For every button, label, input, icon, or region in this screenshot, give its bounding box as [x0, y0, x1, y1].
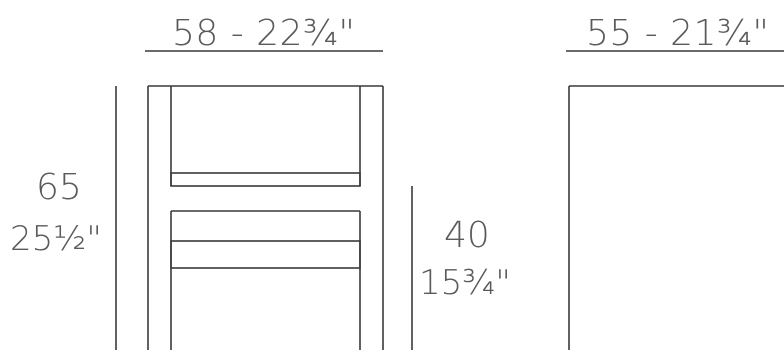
total-height-cm-label: 65 — [36, 167, 82, 208]
front-width-label: 58 - 22¾" — [172, 13, 356, 54]
seat-front-band — [170, 240, 361, 269]
chair-side-view — [568, 85, 784, 350]
seat-height-in-label: 15¾" — [419, 263, 511, 303]
total-height-in-label: 25½" — [10, 219, 102, 259]
side-width-label: 55 - 21¾" — [586, 13, 770, 54]
seat-height-cm-label: 40 — [444, 215, 490, 256]
backrest-bottom-bar — [170, 172, 361, 187]
chair-front-view — [147, 85, 384, 350]
